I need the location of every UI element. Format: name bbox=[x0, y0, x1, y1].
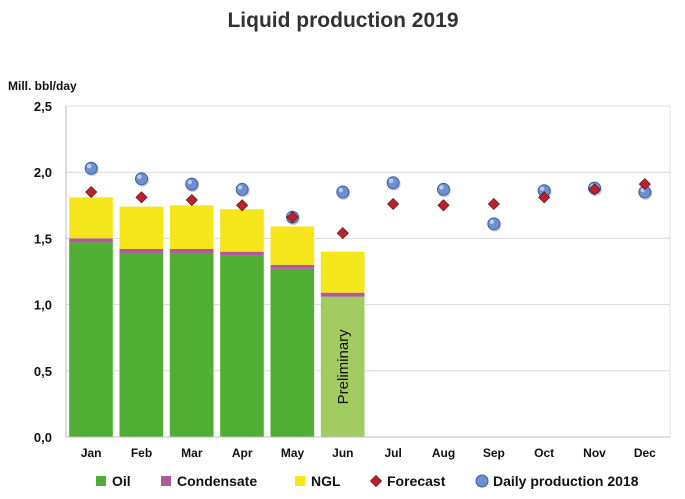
legend: Oil Condensate NGL Forecast Daily production… bbox=[96, 473, 639, 489]
daily-2018-highlight-aug bbox=[439, 185, 444, 190]
forecast-point-jan bbox=[85, 185, 98, 199]
bar-oil-mar bbox=[169, 252, 214, 437]
bar-condensate-apr bbox=[220, 251, 265, 256]
bar-condensate-mar bbox=[169, 248, 214, 253]
legend-label-ngl: NGL bbox=[311, 473, 341, 489]
legend-item-daily-production-2018: Daily production 2018 bbox=[475, 473, 639, 489]
x-tick-label-dec: Dec bbox=[634, 446, 656, 460]
daily-2018-highlight-sep bbox=[489, 219, 495, 225]
bar-ngl-apr bbox=[220, 209, 265, 252]
legend-swatch-oil bbox=[96, 476, 106, 486]
preliminary-label: Preliminary bbox=[335, 329, 352, 405]
legend-label-forecast: Forecast bbox=[387, 473, 446, 489]
daily-2018-highlight-oct bbox=[539, 186, 545, 191]
y-tick-label: 2,5 bbox=[34, 99, 52, 114]
bar-ngl-may bbox=[270, 226, 315, 265]
forecast-point-dec bbox=[638, 178, 651, 191]
y-tick-label: 0,5 bbox=[34, 364, 52, 379]
x-tick-label-jan: Jan bbox=[81, 446, 102, 460]
chart-title: Liquid production 2019 bbox=[227, 9, 458, 32]
legend-item-condensate: Condensate bbox=[161, 473, 257, 489]
daily-2018-point-apr bbox=[235, 182, 249, 196]
x-tick-label-jun: Jun bbox=[332, 446, 353, 460]
bar-ngl-jan bbox=[69, 197, 114, 239]
legend-item-ngl: NGL bbox=[295, 473, 341, 489]
y-tick-label: 2,0 bbox=[34, 165, 52, 180]
legend-swatch-daily-production-2018 bbox=[475, 474, 489, 488]
x-tick-label-mar: Mar bbox=[181, 446, 203, 460]
x-tick-label-sep: Sep bbox=[483, 446, 505, 460]
bar-condensate-feb bbox=[119, 248, 164, 253]
x-tick-label-oct: Oct bbox=[534, 446, 554, 460]
legend-item-forecast: Forecast bbox=[369, 473, 446, 489]
daily-2018-highlight-feb bbox=[137, 174, 142, 180]
y-tick-label: 1,5 bbox=[34, 231, 52, 246]
x-tick-label-nov: Nov bbox=[583, 446, 606, 460]
x-tick-label-aug: Aug bbox=[432, 446, 455, 460]
bar-oil-jun bbox=[320, 296, 365, 437]
bar-ngl-jun bbox=[320, 251, 365, 293]
bars-layer: Preliminary bbox=[69, 197, 366, 437]
bar-oil-may bbox=[270, 268, 315, 437]
markers-layer bbox=[84, 161, 653, 240]
y-axis-label: Mill. bbl/day bbox=[8, 79, 77, 93]
bar-oil-feb bbox=[119, 252, 164, 437]
daily-2018-point-jun bbox=[336, 185, 350, 199]
daily-2018-point-mar bbox=[185, 177, 199, 191]
legend-item-oil: Oil bbox=[96, 473, 131, 489]
y-tick-label: 1,0 bbox=[34, 298, 52, 313]
forecast-point-jun bbox=[336, 227, 349, 240]
bar-condensate-jun bbox=[320, 292, 365, 297]
daily-2018-highlight-mar bbox=[187, 179, 193, 185]
forecast-point-sep bbox=[487, 197, 500, 211]
legend-label-daily-production-2018: Daily production 2018 bbox=[493, 473, 639, 489]
bar-oil-jan bbox=[69, 242, 114, 437]
bar-condensate-jan bbox=[69, 238, 114, 243]
x-tick-label-may: May bbox=[281, 446, 305, 460]
daily-2018-highlight-jun bbox=[338, 187, 344, 193]
axis-layer: 0,0 0,5 1,0 1,5 2,0 2,5 Jan Feb Mar Apr May Jun Jul A… bbox=[34, 99, 671, 460]
legend-swatch-ngl bbox=[295, 476, 305, 486]
daily-2018-point-feb bbox=[135, 172, 148, 186]
x-tick-label-apr: Apr bbox=[232, 446, 253, 460]
forecast-point-apr bbox=[236, 199, 249, 212]
bar-condensate-may bbox=[270, 264, 315, 269]
x-tick-label-feb: Feb bbox=[131, 446, 152, 460]
daily-2018-highlight-jul bbox=[388, 178, 394, 183]
forecast-point-jul bbox=[387, 197, 400, 211]
x-tick-label-jul: Jul bbox=[384, 446, 401, 460]
daily-2018-point-sep bbox=[487, 217, 501, 231]
daily-2018-point-jan bbox=[84, 161, 98, 175]
forecast-point-may bbox=[286, 211, 299, 224]
forecast-point-mar bbox=[185, 193, 198, 207]
daily-2018-point-jul bbox=[386, 176, 400, 190]
forecast-point-nov bbox=[588, 183, 601, 196]
forecast-point-feb bbox=[135, 191, 148, 204]
bar-ngl-feb bbox=[119, 206, 164, 249]
bar-ngl-mar bbox=[169, 205, 214, 249]
forecast-point-aug bbox=[437, 199, 450, 212]
daily-2018-point-aug bbox=[437, 182, 450, 196]
legend-label-condensate: Condensate bbox=[177, 473, 257, 489]
daily-2018-highlight-jan bbox=[86, 164, 92, 169]
legend-label-oil: Oil bbox=[112, 473, 131, 489]
forecast-point-oct bbox=[538, 191, 551, 204]
legend-swatch-condensate bbox=[161, 476, 171, 486]
bar-oil-apr bbox=[220, 255, 265, 437]
daily-2018-highlight-apr bbox=[237, 185, 243, 190]
y-tick-label: 0,0 bbox=[34, 430, 52, 445]
legend-swatch-forecast bbox=[369, 474, 383, 488]
